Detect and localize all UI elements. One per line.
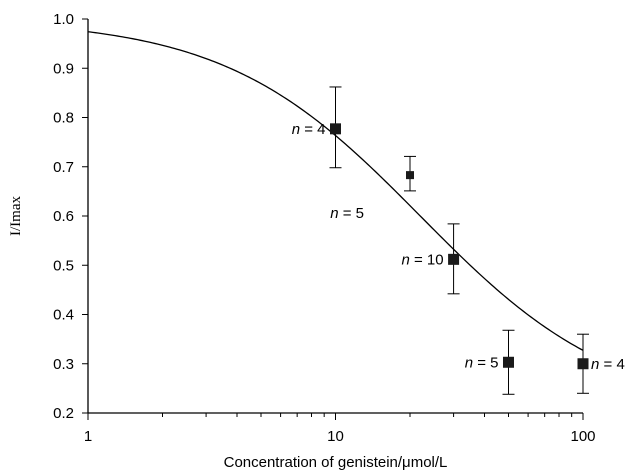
data-point [329, 86, 342, 169]
x-tick-label: 10 [327, 428, 344, 445]
sample-size-label: n = 5 [330, 205, 364, 222]
y-tick-label: 1.0 [53, 11, 74, 28]
n-symbol: n [292, 121, 300, 138]
y-tick-label: 0.4 [53, 307, 74, 324]
data-point [447, 223, 460, 295]
n-value: = 10 [410, 251, 444, 268]
fit-curve [87, 31, 584, 351]
sample-size-label: n = 4 [292, 121, 326, 138]
n-value: = 5 [339, 205, 364, 222]
y-tick-label: 0.2 [53, 405, 74, 422]
n-value: = 5 [473, 354, 498, 371]
n-symbol: n [591, 356, 599, 373]
point-marker [406, 171, 415, 180]
sample-size-label: n = 4 [591, 356, 625, 373]
y-axis-label: I/Imax [8, 196, 24, 236]
point-marker [330, 123, 341, 135]
n-symbol: n [330, 205, 338, 222]
x-tick-label: 1 [84, 428, 92, 445]
x-axis-label: Concentration of genistein/μmol/L [224, 454, 448, 471]
point-marker [577, 358, 589, 370]
y-tick-label: 0.5 [53, 257, 74, 274]
x-tick-label: 100 [570, 428, 595, 445]
y-tick-label: 0.6 [53, 208, 74, 225]
data-points [329, 86, 589, 395]
x-axis-ticks: 1 10 100 [84, 413, 596, 445]
point-marker [502, 356, 514, 368]
n-symbol: n [465, 354, 473, 371]
y-tick-label: 0.9 [53, 60, 74, 77]
data-point [577, 333, 589, 394]
n-symbol: n [401, 251, 409, 268]
data-point [502, 329, 515, 395]
y-tick-label: 0.8 [53, 110, 74, 127]
data-point [404, 155, 417, 192]
y-tick-label: 0.3 [53, 356, 74, 373]
n-value: = 4 [300, 121, 325, 138]
point-marker [448, 253, 460, 265]
sample-size-label: n = 10 [401, 251, 443, 268]
y-tick-label: 0.7 [53, 159, 74, 176]
sample-size-label: n = 5 [465, 354, 499, 371]
n-value: = 4 [599, 356, 624, 373]
y-axis-ticks: 0.2 0.3 0.4 0.5 0.6 0.7 0.8 0.9 1.0 [53, 11, 88, 422]
